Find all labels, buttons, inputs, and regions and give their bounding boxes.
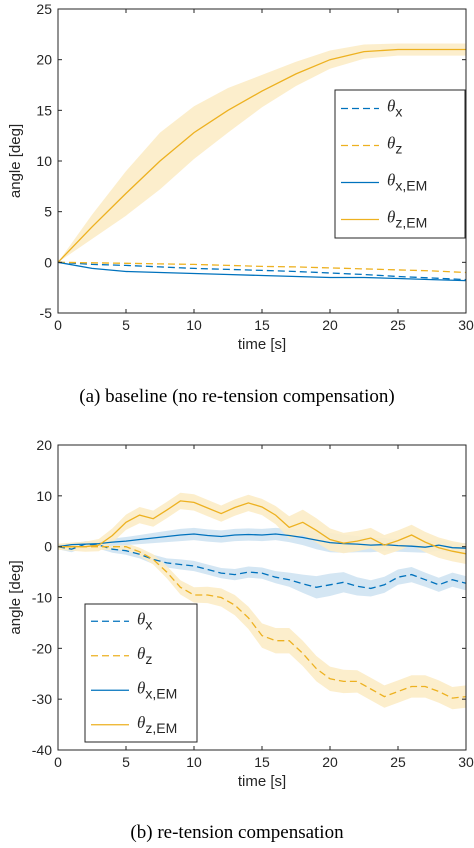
chart-re-tension: 0 5 10 15 20 25 30 -40 -30 -20 -10 0 10 20 time [s] ang… bbox=[7, 437, 474, 790]
y-tick-label: 10 bbox=[36, 153, 52, 169]
x-axis-label: time [s] bbox=[238, 773, 286, 790]
y-tick-label: -30 bbox=[32, 691, 52, 707]
y-tick-label: 0 bbox=[44, 539, 52, 555]
x-tick-label: 25 bbox=[390, 754, 406, 770]
legend-label-subscript-0: x bbox=[395, 104, 402, 120]
x-tick-label: 15 bbox=[254, 754, 270, 770]
x-tick-label: 20 bbox=[322, 754, 338, 770]
y-tick-label: 5 bbox=[44, 204, 52, 220]
x-tick-label: 0 bbox=[54, 754, 62, 770]
y-tick-label: -10 bbox=[32, 590, 52, 606]
y-tick-label: -20 bbox=[32, 640, 52, 656]
x-axis-label: time [s] bbox=[238, 336, 286, 353]
x-tick-label: 25 bbox=[390, 317, 406, 333]
caption-re-tension: (b) re-tension compensation bbox=[0, 822, 474, 844]
y-axis-label: angle [deg] bbox=[7, 124, 24, 198]
y-tick-label: 25 bbox=[36, 1, 52, 17]
y-tick-label: 15 bbox=[36, 102, 52, 118]
legend-label-subscript-3: z,EM bbox=[145, 720, 177, 736]
legend-label-subscript-2: x,EM bbox=[395, 178, 427, 194]
y-tick-label: 20 bbox=[36, 52, 52, 68]
x-tick-label: 10 bbox=[186, 317, 202, 333]
y-tick-label: -40 bbox=[32, 742, 52, 758]
legend-label-subscript-3: z,EM bbox=[395, 215, 427, 231]
legend-label-subscript-1: z bbox=[395, 141, 402, 157]
y-tick-label: 10 bbox=[36, 488, 52, 504]
x-tick-label: 5 bbox=[122, 317, 130, 333]
x-tick-label: 10 bbox=[186, 754, 202, 770]
x-tick-label: 5 bbox=[122, 754, 130, 770]
x-tick-label: 30 bbox=[458, 317, 474, 333]
x-tick-label: 0 bbox=[54, 317, 62, 333]
legend-label-subscript-1: z bbox=[145, 651, 152, 667]
x-tick-label: 20 bbox=[322, 317, 338, 333]
x-tick-label: 15 bbox=[254, 317, 270, 333]
caption-baseline: (a) baseline (no re-tension compensation… bbox=[0, 386, 474, 408]
legend-label-subscript-0: x bbox=[145, 616, 152, 632]
y-tick-label: 20 bbox=[36, 437, 52, 453]
legend-label-subscript-2: x,EM bbox=[145, 685, 177, 701]
x-tick-label: 30 bbox=[458, 754, 474, 770]
y-tick-label: -5 bbox=[40, 305, 53, 321]
y-tick-label: 0 bbox=[44, 254, 52, 270]
y-axis-label: angle [deg] bbox=[7, 560, 24, 634]
